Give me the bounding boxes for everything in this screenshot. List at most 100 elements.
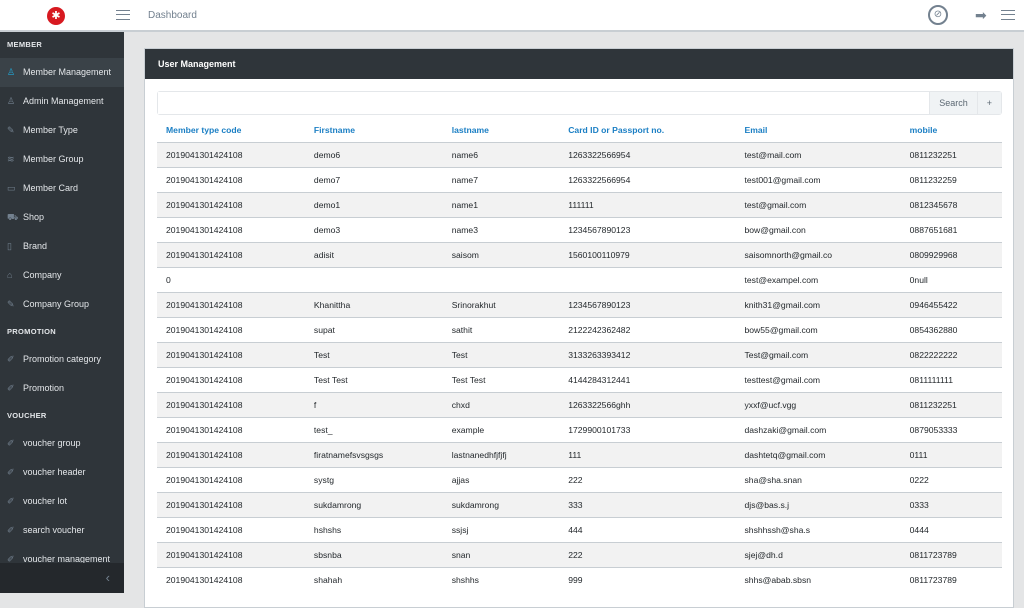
book-icon: ▯ [7, 241, 12, 251]
table-row[interactable]: 2019041301424108 Khanittha Srinorakhut 1234… [157, 291, 1002, 317]
sidebar-item-company[interactable]: ⌂ Company [0, 261, 124, 290]
table-cell: systg [304, 466, 443, 492]
pencil-icon: ✐ [7, 467, 15, 477]
sidebar-item-label: voucher header [23, 467, 86, 477]
sidebar-item-member-card[interactable]: ▭ Member Card [0, 174, 124, 203]
table-cell: 2019041301424108 [157, 491, 305, 517]
table-cell: 0811232251 [900, 141, 1002, 167]
table-cell: 0811111111 [900, 366, 1002, 392]
column-header[interactable]: Email [744, 125, 768, 136]
table-cell: test_ [304, 416, 443, 442]
sidebar-item-shop[interactable]: ⛟ Shop [0, 203, 124, 232]
table-row[interactable]: 0 test@exampel.com 0null [157, 266, 1002, 292]
column-header[interactable]: lastname [451, 125, 489, 136]
sidebar-item-voucher-lot[interactable]: ✐ voucher lot [0, 487, 124, 516]
table-cell: shshhssh@sha.s [735, 516, 901, 542]
table-cell: Khanittha [304, 291, 443, 317]
table-cell: 2019041301424108 [157, 216, 305, 242]
sidebar-item-member-management[interactable]: ♙ Member Management [0, 58, 124, 87]
search-button[interactable]: Search [929, 92, 977, 114]
table-row[interactable]: 2019041301424108 test_ example 172990010173… [157, 416, 1002, 442]
breadcrumb[interactable]: Dashboard [148, 10, 197, 21]
brand-logo[interactable]: ✱ [47, 7, 65, 25]
logout-icon[interactable]: ➡ [975, 7, 987, 23]
table-cell: demo7 [304, 166, 443, 192]
table-cell: 0 [157, 266, 305, 292]
sidebar-item-brand[interactable]: ▯ Brand [0, 232, 124, 261]
sidebar-item-voucher-management[interactable]: ✐ voucher management [0, 545, 124, 574]
credit-card-icon: ▭ [7, 183, 16, 193]
table-cell: supat [304, 316, 443, 342]
table-row[interactable]: 2019041301424108 demo1 name1 111111 test@gma… [157, 191, 1002, 217]
table-row[interactable]: 2019041301424108 Test Test 3133263393412 Tes… [157, 341, 1002, 367]
sidebar-item-company-group[interactable]: ✎ Company Group [0, 290, 124, 319]
table-row[interactable]: 2019041301424108 sbsnba snan 222 sjej@dh.d 08… [157, 541, 1002, 567]
pencil-icon: ✐ [7, 525, 15, 535]
table-cell: Test Test [442, 366, 560, 392]
table-cell: 0null [900, 266, 1002, 292]
table-cell [559, 266, 736, 292]
sidebar-item-admin-management[interactable]: ♙ Admin Management [0, 87, 124, 116]
column-header[interactable]: Member type code [166, 125, 242, 136]
table-cell: 0444 [900, 516, 1002, 542]
column-header[interactable]: mobile [909, 125, 938, 136]
table-cell: 1234567890123 [559, 291, 736, 317]
table-row[interactable]: 2019041301424108 systg ajjas 222 sha@sha.sna… [157, 466, 1002, 492]
table-cell: 0111 [900, 441, 1002, 467]
table-cell: hshshs [304, 516, 443, 542]
sidebar-item-label: voucher group [23, 438, 81, 448]
table-cell: 0879053333 [900, 416, 1002, 442]
table-row[interactable]: 2019041301424108 sukdamrong sukdamrong 333 d… [157, 491, 1002, 517]
sidebar-item-promotion-category[interactable]: ✐ Promotion category [0, 345, 124, 374]
table-cell: 2019041301424108 [157, 366, 305, 392]
table-cell: 0222 [900, 466, 1002, 492]
sidebar-item-label: Member Group [23, 154, 84, 164]
table-cell: Srinorakhut [442, 291, 560, 317]
sidebar-item-voucher-header[interactable]: ✐ voucher header [0, 458, 124, 487]
table-row[interactable]: 2019041301424108 Test Test Test Test 414428… [157, 366, 1002, 392]
table-row[interactable]: 2019041301424108 demo3 name3 1234567890123 b… [157, 216, 1002, 242]
add-button[interactable]: + [976, 92, 1001, 114]
table-row[interactable]: 2019041301424108 firatnamefsvsgsgs lastnan… [157, 441, 1002, 467]
search-input[interactable] [158, 92, 930, 114]
table-row[interactable]: 2019041301424108 adisit saisom 156010011097… [157, 241, 1002, 267]
table-cell: Test [442, 341, 560, 367]
table-cell: dashzaki@gmail.com [735, 416, 901, 442]
table-cell: 2019041301424108 [157, 541, 305, 567]
table-row[interactable]: 2019041301424108 demo6 name6 1263322566954 t… [157, 141, 1002, 167]
table-cell: 111 [559, 441, 736, 467]
user-icon: ♙ [7, 96, 16, 106]
table-cell: 0812345678 [900, 191, 1002, 217]
sidebar-minimizer-button[interactable]: ‹ [0, 563, 124, 593]
sidebar-item-voucher-group[interactable]: ✐ voucher group [0, 429, 124, 458]
cart-icon: ⛟ [7, 212, 19, 222]
user-avatar-icon[interactable]: ⊘ [928, 5, 948, 25]
table-cell: shahah [304, 566, 443, 592]
table-cell: 1560100110979 [559, 241, 736, 267]
table-cell: 1263322566954 [559, 166, 736, 192]
table-row[interactable]: 2019041301424108 demo7 name7 1263322566954 t… [157, 166, 1002, 192]
sidebar-toggle-button[interactable] [116, 10, 130, 20]
table-row[interactable]: 2019041301424108 shahah shshhs 999 shhs@abab… [157, 566, 1002, 592]
aside-menu-toggle-button[interactable] [1001, 10, 1015, 20]
layers-icon: ≋ [7, 154, 15, 164]
sidebar-item-promotion[interactable]: ✐ Promotion [0, 374, 124, 403]
table-row[interactable]: 2019041301424108 hshshs ssjsj 444 shshhssh@s… [157, 516, 1002, 542]
table-row[interactable]: 2019041301424108 f chxd 1263322566ghh yxxf@u… [157, 391, 1002, 417]
column-header[interactable]: Firstname [313, 125, 355, 136]
table-cell: testtest@gmail.com [735, 366, 901, 392]
edit-icon: ✎ [7, 299, 15, 309]
sidebar-item-member-group[interactable]: ≋ Member Group [0, 145, 124, 174]
sidebar-item-search-voucher[interactable]: ✐ search voucher [0, 516, 124, 545]
table-row[interactable]: 2019041301424108 supat sathit 2122242362482… [157, 316, 1002, 342]
table-cell: 999 [559, 566, 736, 592]
column-header[interactable]: Card ID or Passport no. [568, 125, 665, 136]
table-cell: 111111 [559, 191, 736, 217]
table-cell: 2019041301424108 [157, 291, 305, 317]
sidebar-item-label: Promotion category [23, 354, 102, 364]
table-cell: shhs@abab.sbsn [735, 566, 901, 592]
sidebar-item-member-type[interactable]: ✎ Member Type [0, 116, 124, 145]
sidebar-item-label: Brand [23, 241, 48, 251]
table-cell: Test@gmail.com [735, 341, 901, 367]
table-cell: 0822222222 [900, 341, 1002, 367]
